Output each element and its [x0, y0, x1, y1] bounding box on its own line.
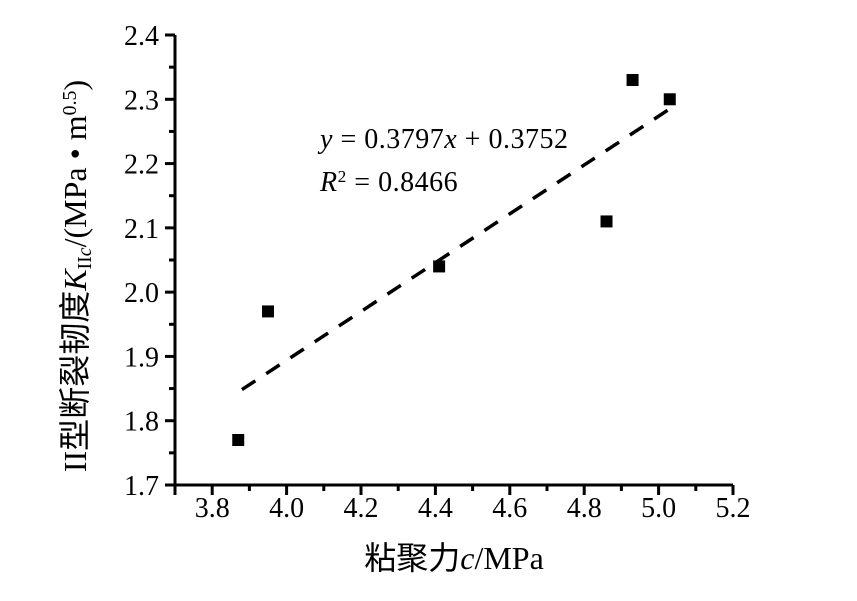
y-tick-label: 2.0 — [124, 278, 159, 309]
y-tick-label: 2.4 — [124, 21, 159, 52]
y-title-unit-close: ) — [57, 79, 93, 91]
x-title-unit: /MPa — [474, 540, 544, 576]
y-title-dot: • — [57, 140, 93, 168]
y-title-exponent: 0.5 — [59, 90, 82, 116]
data-point-marker — [663, 93, 676, 106]
r-squared-annotation: R2 = 0.8466 — [320, 167, 458, 199]
y-title-cjk: II型断裂韧度 — [57, 290, 93, 473]
x-tick-label: 3.8 — [195, 493, 230, 524]
x-tick-label: 5.2 — [716, 493, 751, 524]
y-tick-label: 2.1 — [124, 214, 159, 245]
y-tick-label: 1.7 — [124, 471, 159, 502]
y-tick-label: 1.9 — [124, 342, 159, 373]
r-squared-value: = 0.8466 — [346, 167, 459, 198]
equation-var-y: y — [320, 124, 333, 155]
data-point-marker — [600, 215, 613, 228]
y-title-symbol: K — [57, 269, 93, 291]
r-exponent: 2 — [337, 167, 347, 187]
x-tick-label: 4.6 — [492, 493, 527, 524]
x-tick-label: 4.8 — [567, 493, 602, 524]
x-title-cjk: 粘聚力 — [364, 540, 461, 576]
data-point-marker — [433, 260, 446, 273]
x-tick-label: 5.0 — [641, 493, 676, 524]
r-symbol: R — [320, 167, 338, 198]
x-tick-label: 4.4 — [418, 493, 453, 524]
y-axis-title: II型断裂韧度KIIc/(MPa • m0.5) — [53, 36, 97, 516]
x-axis-title: 粘聚力c/MPa — [254, 533, 654, 579]
data-point-marker — [232, 434, 245, 446]
trendline-equation: y = 0.3797x + 0.3752 — [320, 124, 568, 156]
x-tick-label: 4.0 — [269, 493, 304, 524]
y-tick-label: 2.2 — [124, 150, 159, 181]
data-point-marker — [626, 74, 639, 86]
equation-slope: = 0.3797 — [332, 124, 445, 155]
x-title-symbol: c — [460, 540, 475, 576]
equation-intercept: + 0.3752 — [457, 124, 569, 155]
y-title-unit-m: m — [57, 115, 93, 141]
equation-var-x: x — [444, 124, 458, 155]
y-tick-label: 1.8 — [124, 407, 159, 438]
y-tick-label: 2.3 — [124, 85, 159, 116]
y-title-subscript: IIc — [73, 247, 96, 270]
data-point-marker — [262, 305, 274, 318]
y-title-unit-open: /(MPa — [57, 167, 93, 248]
x-tick-label: 4.2 — [344, 493, 379, 524]
